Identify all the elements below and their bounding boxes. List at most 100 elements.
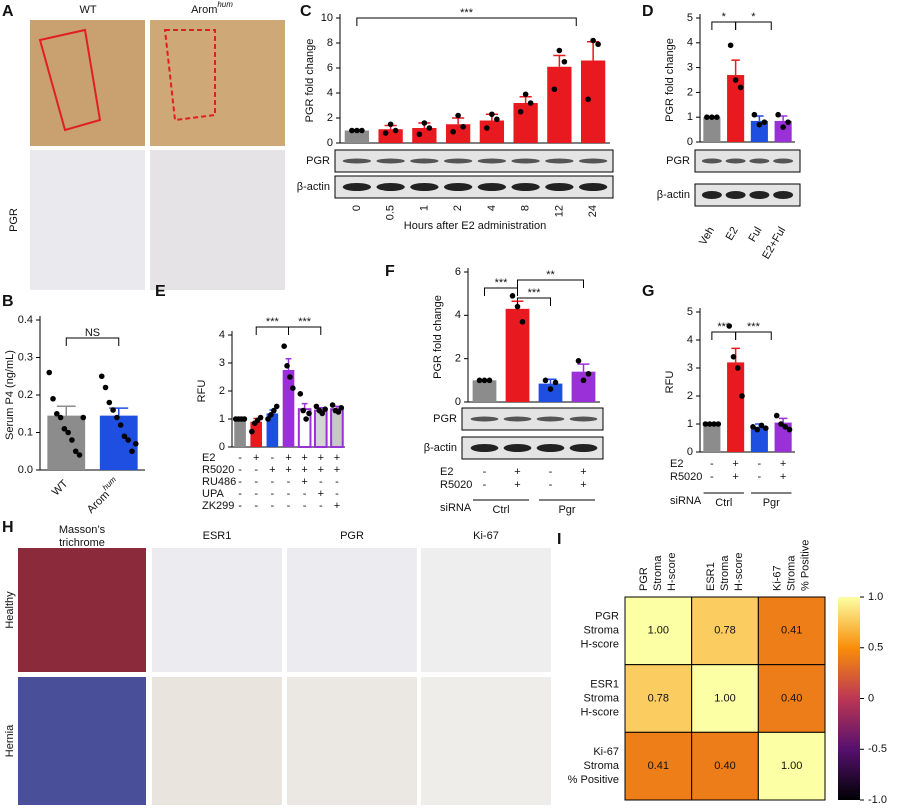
bar [282, 370, 295, 447]
column-label: H-score [666, 552, 678, 591]
y-tick-label: 2 [455, 353, 461, 365]
y-axis-label: PGR fold change [664, 38, 676, 122]
significance-bracket [288, 326, 322, 335]
treatment-symbol: + [318, 464, 324, 476]
heatmap-cell [757, 596, 826, 666]
data-point [489, 111, 495, 118]
row-label: Stroma [584, 625, 620, 637]
data-point [706, 421, 713, 427]
bar [703, 424, 721, 452]
blot-band [578, 158, 608, 164]
panel-letter: D [642, 3, 654, 20]
annotation: *** [528, 287, 542, 299]
blot-label: β-actin [424, 442, 457, 454]
data-point [778, 421, 784, 427]
x-tick-label: 1 [418, 205, 430, 211]
micrograph [152, 548, 282, 672]
data-point [514, 303, 521, 310]
treatment-name: RU486 [202, 476, 236, 488]
bar [703, 117, 721, 142]
blot-band [511, 183, 540, 191]
treatment-symbol: - [335, 488, 339, 500]
x-axis-label: Hours after E2 administration [404, 220, 546, 232]
blot-label: β-actin [657, 189, 690, 201]
treatment-symbol: - [319, 476, 323, 488]
bar [505, 308, 530, 402]
data-point [775, 111, 781, 118]
treatment-symbol: + [732, 458, 738, 470]
bar [250, 421, 263, 447]
error-bar [553, 54, 566, 67]
blot-band [470, 416, 499, 422]
y-axis-label: RFU [196, 380, 208, 403]
treatment-symbol: - [254, 488, 258, 500]
column-label: Ki-67 [772, 565, 784, 591]
x-tick-label: Ful [746, 225, 764, 244]
treatment-symbol: - [287, 488, 291, 500]
bar [445, 124, 471, 143]
y-tick-label: 1 [687, 111, 693, 123]
y-tick-label: 4 [687, 37, 693, 49]
annotation: * [751, 11, 756, 23]
blot-band [536, 416, 565, 422]
y-tick-label: 2 [687, 390, 693, 402]
blot-band [749, 191, 770, 199]
cell-label: 1.00 [648, 625, 669, 637]
y-tick-label: 4 [219, 329, 225, 341]
data-point [110, 407, 116, 413]
panel-letter: E [155, 283, 166, 300]
panel-letter: B [2, 293, 14, 310]
data-point [580, 377, 587, 384]
row-label: H-score [580, 706, 619, 718]
x-tick-label: 12 [553, 205, 565, 217]
heatmap-cell [757, 664, 826, 733]
blot-band [376, 158, 405, 164]
column-label: PGR [340, 530, 364, 542]
treatment-symbol: - [271, 476, 275, 488]
blot-band [443, 183, 473, 191]
error-bar [56, 405, 76, 416]
blot-band [773, 158, 794, 164]
colorbar-tick-label: -0.5 [868, 743, 887, 755]
micrograph [421, 548, 551, 672]
significance-bracket [711, 21, 737, 30]
treatment-symbol: + [514, 479, 520, 491]
cell-label: 0.78 [714, 625, 735, 637]
cell-label: 0.41 [781, 625, 802, 637]
micrograph [150, 150, 285, 290]
treatment-symbol: + [780, 471, 786, 483]
treatment-symbol: + [285, 464, 291, 476]
data-point [754, 426, 761, 433]
group-name: Pgr [558, 504, 575, 516]
blot-band [569, 416, 598, 422]
treatment-symbol: - [287, 476, 291, 488]
data-point [704, 114, 710, 120]
group-label: siRNA [670, 495, 702, 507]
y-tick-label: 3 [687, 362, 693, 374]
data-point [121, 433, 128, 440]
treatment-symbol: + [732, 471, 738, 483]
treatment-symbol: + [301, 476, 307, 488]
data-point [319, 410, 326, 417]
data-point [241, 416, 248, 422]
data-point [750, 424, 756, 430]
data-point [284, 363, 290, 369]
panel-letter: I [557, 531, 561, 548]
blot-band [569, 444, 598, 452]
treatment-symbol: + [514, 466, 520, 478]
column-label: ESR1 [705, 562, 717, 591]
y-tick-label: 0 [455, 396, 461, 408]
treatment-name: E2 [670, 458, 683, 470]
error-bar [755, 115, 764, 121]
data-point [732, 77, 739, 83]
blot-band [725, 158, 746, 164]
y-tick-label: 0 [327, 137, 333, 149]
label: WT [50, 477, 71, 498]
treatment-symbol: + [334, 452, 340, 464]
outline [163, 29, 216, 122]
blot [334, 175, 614, 199]
blot-band [545, 158, 574, 164]
y-tick-label: 8 [327, 37, 333, 49]
data-point [595, 41, 601, 48]
treatment-symbol: - [483, 466, 487, 478]
